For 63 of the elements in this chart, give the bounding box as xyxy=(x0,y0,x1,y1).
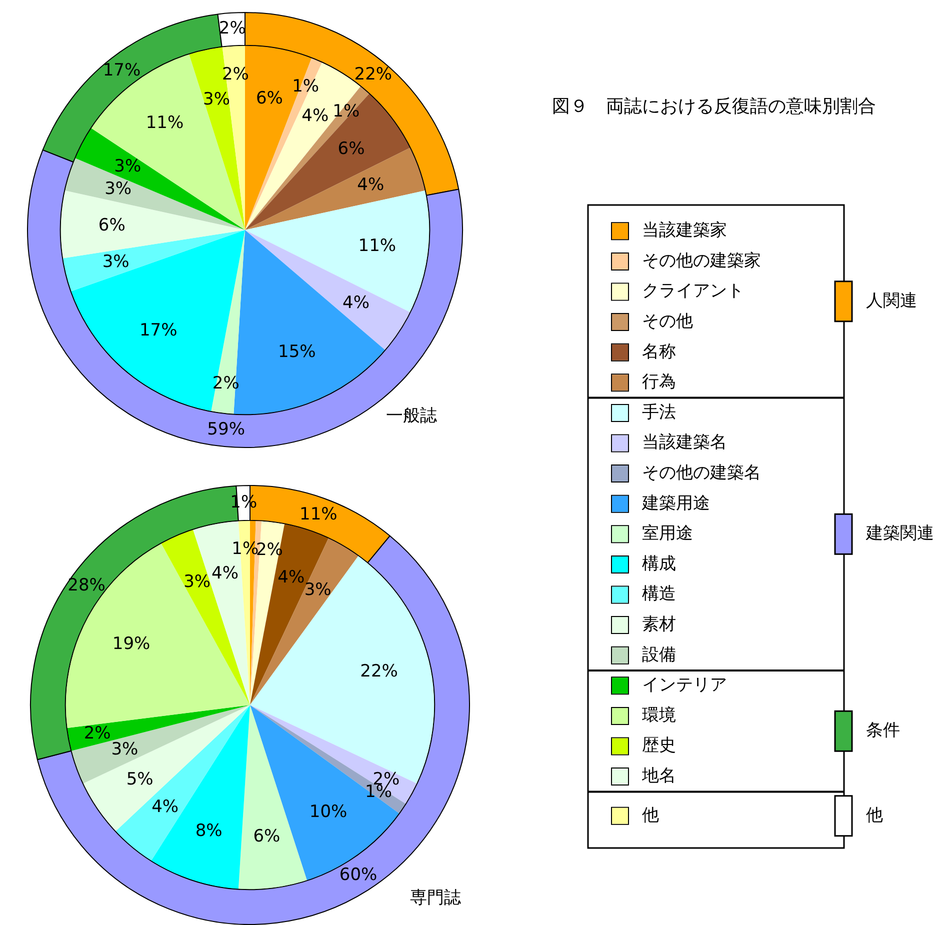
legend-label: 人関連 xyxy=(866,290,917,311)
legend-label: 手法 xyxy=(642,402,676,422)
data-label: 22% xyxy=(354,64,392,84)
data-label: 17% xyxy=(139,320,178,341)
data-label: 4% xyxy=(357,175,384,196)
legend-label: 当該建築家 xyxy=(642,220,727,241)
legend-label: 構造 xyxy=(642,584,676,604)
data-label: 4% xyxy=(152,797,179,818)
data-label: 10% xyxy=(309,802,348,822)
legend-label: 建築用途 xyxy=(641,493,710,514)
data-label: 6% xyxy=(98,215,126,236)
data-label: 17% xyxy=(102,60,141,81)
data-label: 1% xyxy=(332,101,360,122)
legend-label: その他の建築名 xyxy=(642,462,761,483)
legend-label: 地名 xyxy=(641,766,676,786)
data-label: 8% xyxy=(195,821,222,842)
text: 図９ 両誌における反復語の意味別割合 xyxy=(552,95,876,118)
data-label: 2% xyxy=(84,724,111,744)
data-label: 4% xyxy=(278,568,305,588)
legend-label: 名称 xyxy=(642,342,676,362)
data-label: 1% xyxy=(230,492,258,512)
data-label: 22% xyxy=(360,661,398,682)
data-label: 3% xyxy=(114,156,142,176)
legend-label: 素材 xyxy=(642,614,676,634)
data-label: 5% xyxy=(126,769,154,790)
data-label: 59% xyxy=(207,420,245,440)
legend-label: 室用途 xyxy=(642,524,693,544)
legend-label: 建築関連 xyxy=(865,524,934,544)
legend-label: クライアント xyxy=(642,281,744,302)
data-label: 3% xyxy=(111,740,138,760)
data-label: 15% xyxy=(278,342,316,362)
legend-label: 他 xyxy=(642,805,659,826)
legend-label: 設備 xyxy=(642,644,676,665)
data-label: 60% xyxy=(339,865,378,886)
data-label: 2% xyxy=(218,18,246,39)
text: 専門誌 xyxy=(410,887,461,909)
data-label: 3% xyxy=(102,252,130,272)
legend-label: その他 xyxy=(642,311,693,332)
data-label: 19% xyxy=(112,634,150,654)
data-label: 6% xyxy=(253,826,280,847)
data-label: 3% xyxy=(304,580,332,600)
data-label: 3% xyxy=(184,572,211,592)
data-label: 11% xyxy=(300,504,338,524)
data-label: 11% xyxy=(358,236,396,256)
data-label: 6% xyxy=(338,139,365,160)
data-label: 3% xyxy=(203,89,230,110)
data-label: 6% xyxy=(256,88,283,108)
data-label: 11% xyxy=(146,113,184,134)
data-label: 4% xyxy=(302,106,329,126)
legend-label: 構成 xyxy=(642,554,676,574)
legend-label: インテリア xyxy=(642,675,727,696)
legend-label: 条件 xyxy=(866,720,900,741)
legend-label: 歴史 xyxy=(642,736,676,756)
legend-label: 行為 xyxy=(642,372,676,392)
data-label: 3% xyxy=(104,179,132,200)
legend-label: 他 xyxy=(866,805,883,826)
text: 一般誌 xyxy=(386,405,437,427)
legend-label: その他の建築家 xyxy=(642,250,761,271)
data-label: 4% xyxy=(342,292,370,313)
legend-label: 環境 xyxy=(642,705,676,726)
data-label: 28% xyxy=(68,576,106,596)
legend-label: 当該建築名 xyxy=(642,432,727,453)
data-label: 4% xyxy=(212,564,239,584)
